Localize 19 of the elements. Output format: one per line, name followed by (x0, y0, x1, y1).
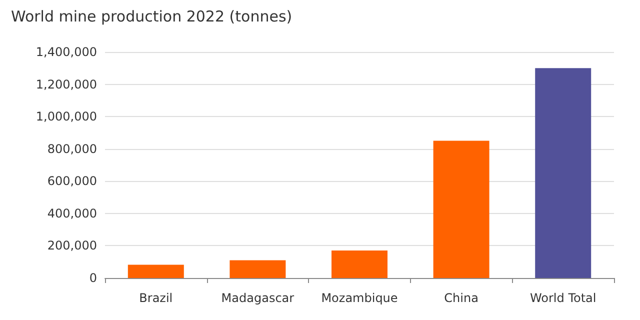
y-tick-label: 400,000 (47, 206, 97, 220)
y-tick-label: 200,000 (47, 238, 97, 253)
y-tick-label: 800,000 (47, 142, 97, 156)
y-tick-label: 1,400,000 (36, 45, 97, 59)
y-tick-label: 0 (89, 271, 97, 285)
x-tick-label: Madagascar (221, 291, 294, 305)
bar (128, 264, 184, 278)
y-tick-label: 1,200,000 (36, 77, 97, 92)
x-tick-label: World Total (530, 291, 596, 305)
x-tick-label: Mozambique (321, 291, 398, 305)
y-tick-label: 600,000 (47, 174, 97, 188)
chart-title: World mine production 2022 (tonnes) (11, 8, 292, 26)
x-tick-label: Brazil (139, 291, 173, 305)
x-tick-label: China (444, 291, 478, 305)
y-tick-label: 1,000,000 (36, 110, 97, 124)
bar (332, 250, 388, 278)
bar (535, 68, 592, 278)
bar (433, 140, 490, 278)
bar (230, 260, 286, 278)
